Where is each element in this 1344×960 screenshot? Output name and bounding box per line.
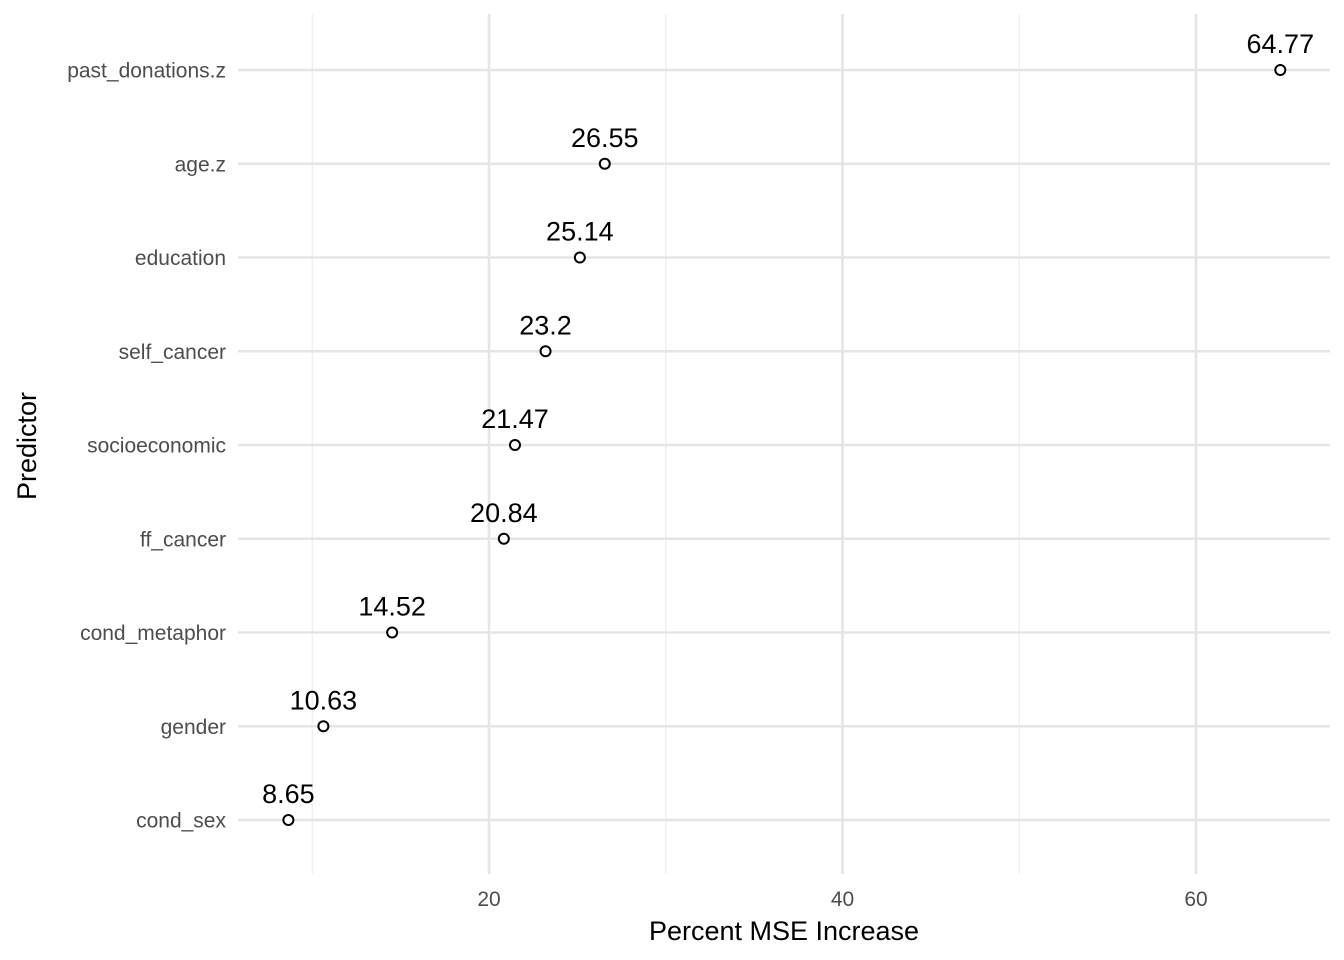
data-label: 14.52 (358, 592, 426, 622)
data-label: 20.84 (470, 498, 538, 528)
x-axis-title: Percent MSE Increase (649, 916, 919, 946)
data-label: 8.65 (262, 779, 315, 809)
data-label: 25.14 (546, 217, 614, 247)
x-axis-tick-labels: 20 40 60 (477, 888, 1207, 911)
data-label: 26.55 (571, 123, 639, 153)
y-tick-label: past_donations.z (67, 60, 226, 83)
data-point (508, 439, 521, 451)
y-tick-label: socioeconomic (87, 435, 226, 458)
y-tick-label: age.z (175, 153, 226, 176)
data-point (539, 345, 552, 358)
data-point (317, 720, 330, 733)
y-tick-label: ff_cancer (140, 528, 226, 551)
data-points (282, 64, 1287, 826)
y-tick-label: education (135, 247, 226, 270)
y-axis-tick-labels: past_donations.z age.z education self_cance… (67, 60, 226, 833)
data-point (282, 814, 295, 826)
x-tick-label: 40 (831, 888, 854, 911)
data-point (1274, 64, 1287, 76)
data-label: 64.77 (1247, 29, 1315, 59)
data-point (497, 532, 510, 545)
data-label: 23.2 (519, 310, 572, 340)
y-tick-label: gender (161, 716, 226, 739)
data-point (573, 251, 586, 264)
y-tick-label: cond_metaphor (80, 622, 226, 645)
x-tick-label: 60 (1184, 888, 1207, 911)
data-label: 10.63 (290, 685, 358, 715)
major-gridlines (238, 14, 1330, 874)
y-axis-title: Predictor (12, 392, 42, 500)
y-tick-label: cond_sex (136, 810, 226, 833)
y-tick-label: self_cancer (119, 341, 226, 364)
x-tick-label: 20 (477, 888, 500, 911)
data-point (386, 626, 399, 639)
data-label: 21.47 (481, 404, 549, 434)
data-point (598, 157, 611, 170)
data-labels: 64.77 26.55 25.14 23.2 21.47 20.84 14.52 10.63 8… (262, 29, 1314, 809)
